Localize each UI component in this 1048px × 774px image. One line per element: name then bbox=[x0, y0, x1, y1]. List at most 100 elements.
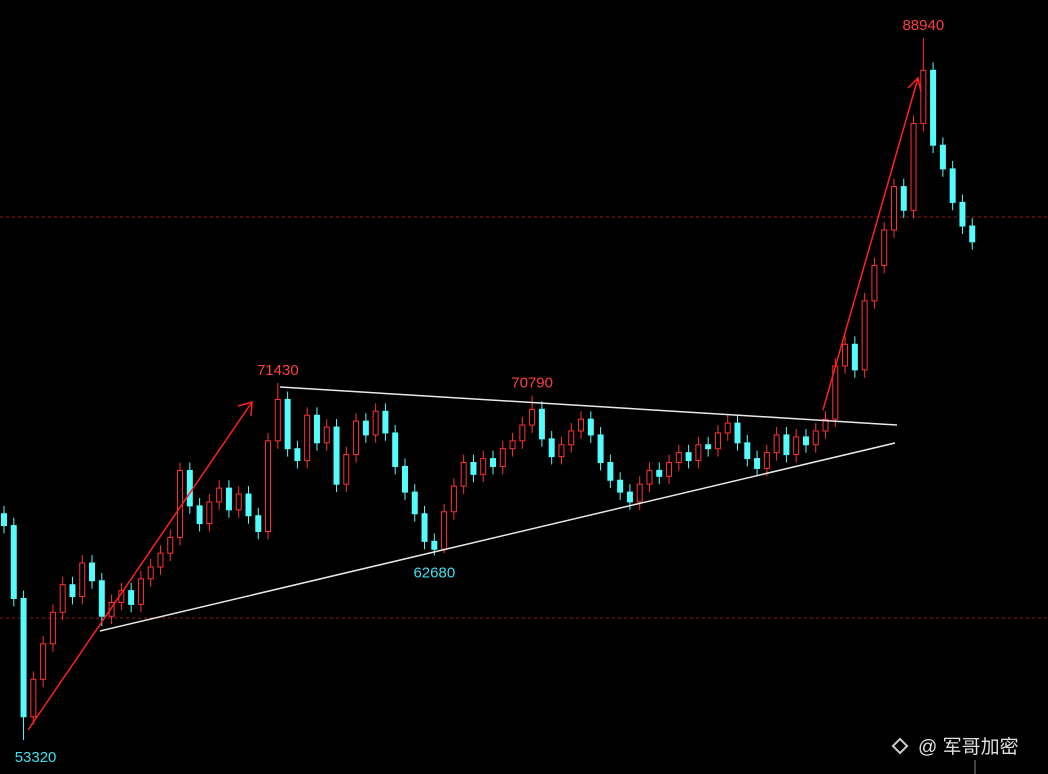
candle-body bbox=[392, 432, 399, 467]
candle-body bbox=[949, 168, 956, 203]
candle-body bbox=[568, 430, 575, 446]
candle-body bbox=[939, 144, 946, 170]
watermark: @ 军哥加密 bbox=[918, 736, 1019, 758]
arrow-head bbox=[907, 76, 922, 93]
arrow-head bbox=[237, 400, 253, 417]
candle-body bbox=[343, 454, 350, 485]
trend-line bbox=[99, 442, 896, 632]
candle-body bbox=[137, 578, 144, 605]
candle-body bbox=[441, 511, 448, 550]
candle-body bbox=[10, 525, 17, 599]
candle-body bbox=[900, 186, 907, 211]
candle-body bbox=[460, 462, 467, 487]
candle-body bbox=[705, 444, 712, 450]
candle-body bbox=[480, 458, 487, 475]
trend-line bbox=[279, 386, 898, 426]
candle-body bbox=[411, 491, 418, 515]
candle-body bbox=[626, 491, 633, 503]
candle-body bbox=[851, 343, 858, 371]
candle-body bbox=[930, 69, 937, 146]
candle-body bbox=[362, 420, 369, 436]
candle-body bbox=[382, 410, 389, 434]
candle-body bbox=[274, 398, 281, 442]
candle-body bbox=[763, 452, 770, 469]
candle-body bbox=[744, 442, 751, 460]
candle-body bbox=[587, 418, 594, 436]
candle-body bbox=[245, 493, 252, 517]
candles bbox=[1, 38, 976, 740]
candle-body bbox=[49, 611, 56, 645]
candle-body bbox=[450, 485, 457, 513]
candle-body bbox=[89, 562, 96, 582]
candle-body bbox=[636, 483, 643, 503]
candle-body bbox=[558, 444, 565, 458]
candle-body bbox=[783, 434, 790, 456]
candle-body bbox=[881, 229, 888, 266]
candle-body bbox=[333, 426, 340, 485]
candle-body bbox=[20, 597, 27, 718]
candle-body bbox=[617, 479, 624, 493]
candle-body bbox=[421, 513, 428, 542]
high-label: 88940 bbox=[902, 17, 944, 34]
candle-body bbox=[812, 430, 819, 446]
candle-body bbox=[69, 584, 76, 598]
candle-body bbox=[499, 448, 506, 467]
candle-body bbox=[206, 501, 213, 525]
candle-body bbox=[666, 462, 673, 477]
candle-body bbox=[646, 469, 653, 485]
candle-body bbox=[538, 408, 545, 440]
candle-body bbox=[509, 440, 516, 450]
candle-body bbox=[714, 432, 721, 450]
candle-body bbox=[802, 436, 809, 446]
candle-body bbox=[59, 584, 66, 613]
candle-body bbox=[265, 440, 272, 532]
candle-body bbox=[30, 678, 37, 718]
candle-body bbox=[871, 264, 878, 302]
candle-body bbox=[313, 414, 320, 444]
candle-body bbox=[40, 643, 47, 680]
candle-body bbox=[167, 536, 174, 554]
candle-body bbox=[910, 123, 917, 211]
candle-body bbox=[548, 438, 555, 458]
watermark-icon bbox=[891, 737, 909, 755]
candle-body bbox=[578, 418, 585, 432]
candle-body bbox=[842, 343, 849, 367]
candle-body bbox=[304, 414, 311, 462]
candle-body bbox=[920, 69, 927, 125]
candle-body bbox=[773, 434, 780, 454]
candle-body bbox=[372, 410, 379, 436]
candle-body bbox=[861, 300, 868, 371]
candle-body bbox=[284, 398, 291, 450]
candle-body bbox=[1, 513, 7, 527]
candle-body bbox=[79, 562, 86, 598]
candle-body bbox=[431, 540, 438, 550]
candle-body bbox=[529, 408, 536, 426]
candle-body bbox=[216, 487, 223, 503]
candle-body bbox=[108, 601, 115, 617]
candle-body bbox=[793, 436, 800, 456]
candle-body bbox=[294, 448, 301, 462]
candle-body bbox=[519, 424, 526, 442]
candle-body bbox=[656, 469, 663, 477]
candle-body bbox=[695, 444, 702, 462]
candle-body bbox=[353, 420, 360, 456]
candle-body bbox=[98, 580, 105, 617]
candle-body bbox=[675, 452, 682, 464]
candle-body bbox=[186, 469, 193, 507]
low-label: 53320 bbox=[15, 749, 57, 766]
candle-body bbox=[401, 465, 408, 493]
candle-body bbox=[196, 505, 203, 525]
arrow bbox=[27, 401, 253, 731]
candle-body bbox=[959, 201, 966, 227]
candle-body bbox=[724, 422, 731, 434]
low-label: 62680 bbox=[413, 565, 455, 582]
candle-body bbox=[128, 590, 135, 605]
high-label: 71430 bbox=[257, 362, 299, 379]
candle-body bbox=[734, 422, 741, 444]
candle-body bbox=[685, 452, 692, 462]
candle-body bbox=[255, 515, 262, 532]
candle-body bbox=[607, 462, 614, 481]
candle-body bbox=[147, 566, 154, 580]
candle-body bbox=[490, 458, 496, 467]
